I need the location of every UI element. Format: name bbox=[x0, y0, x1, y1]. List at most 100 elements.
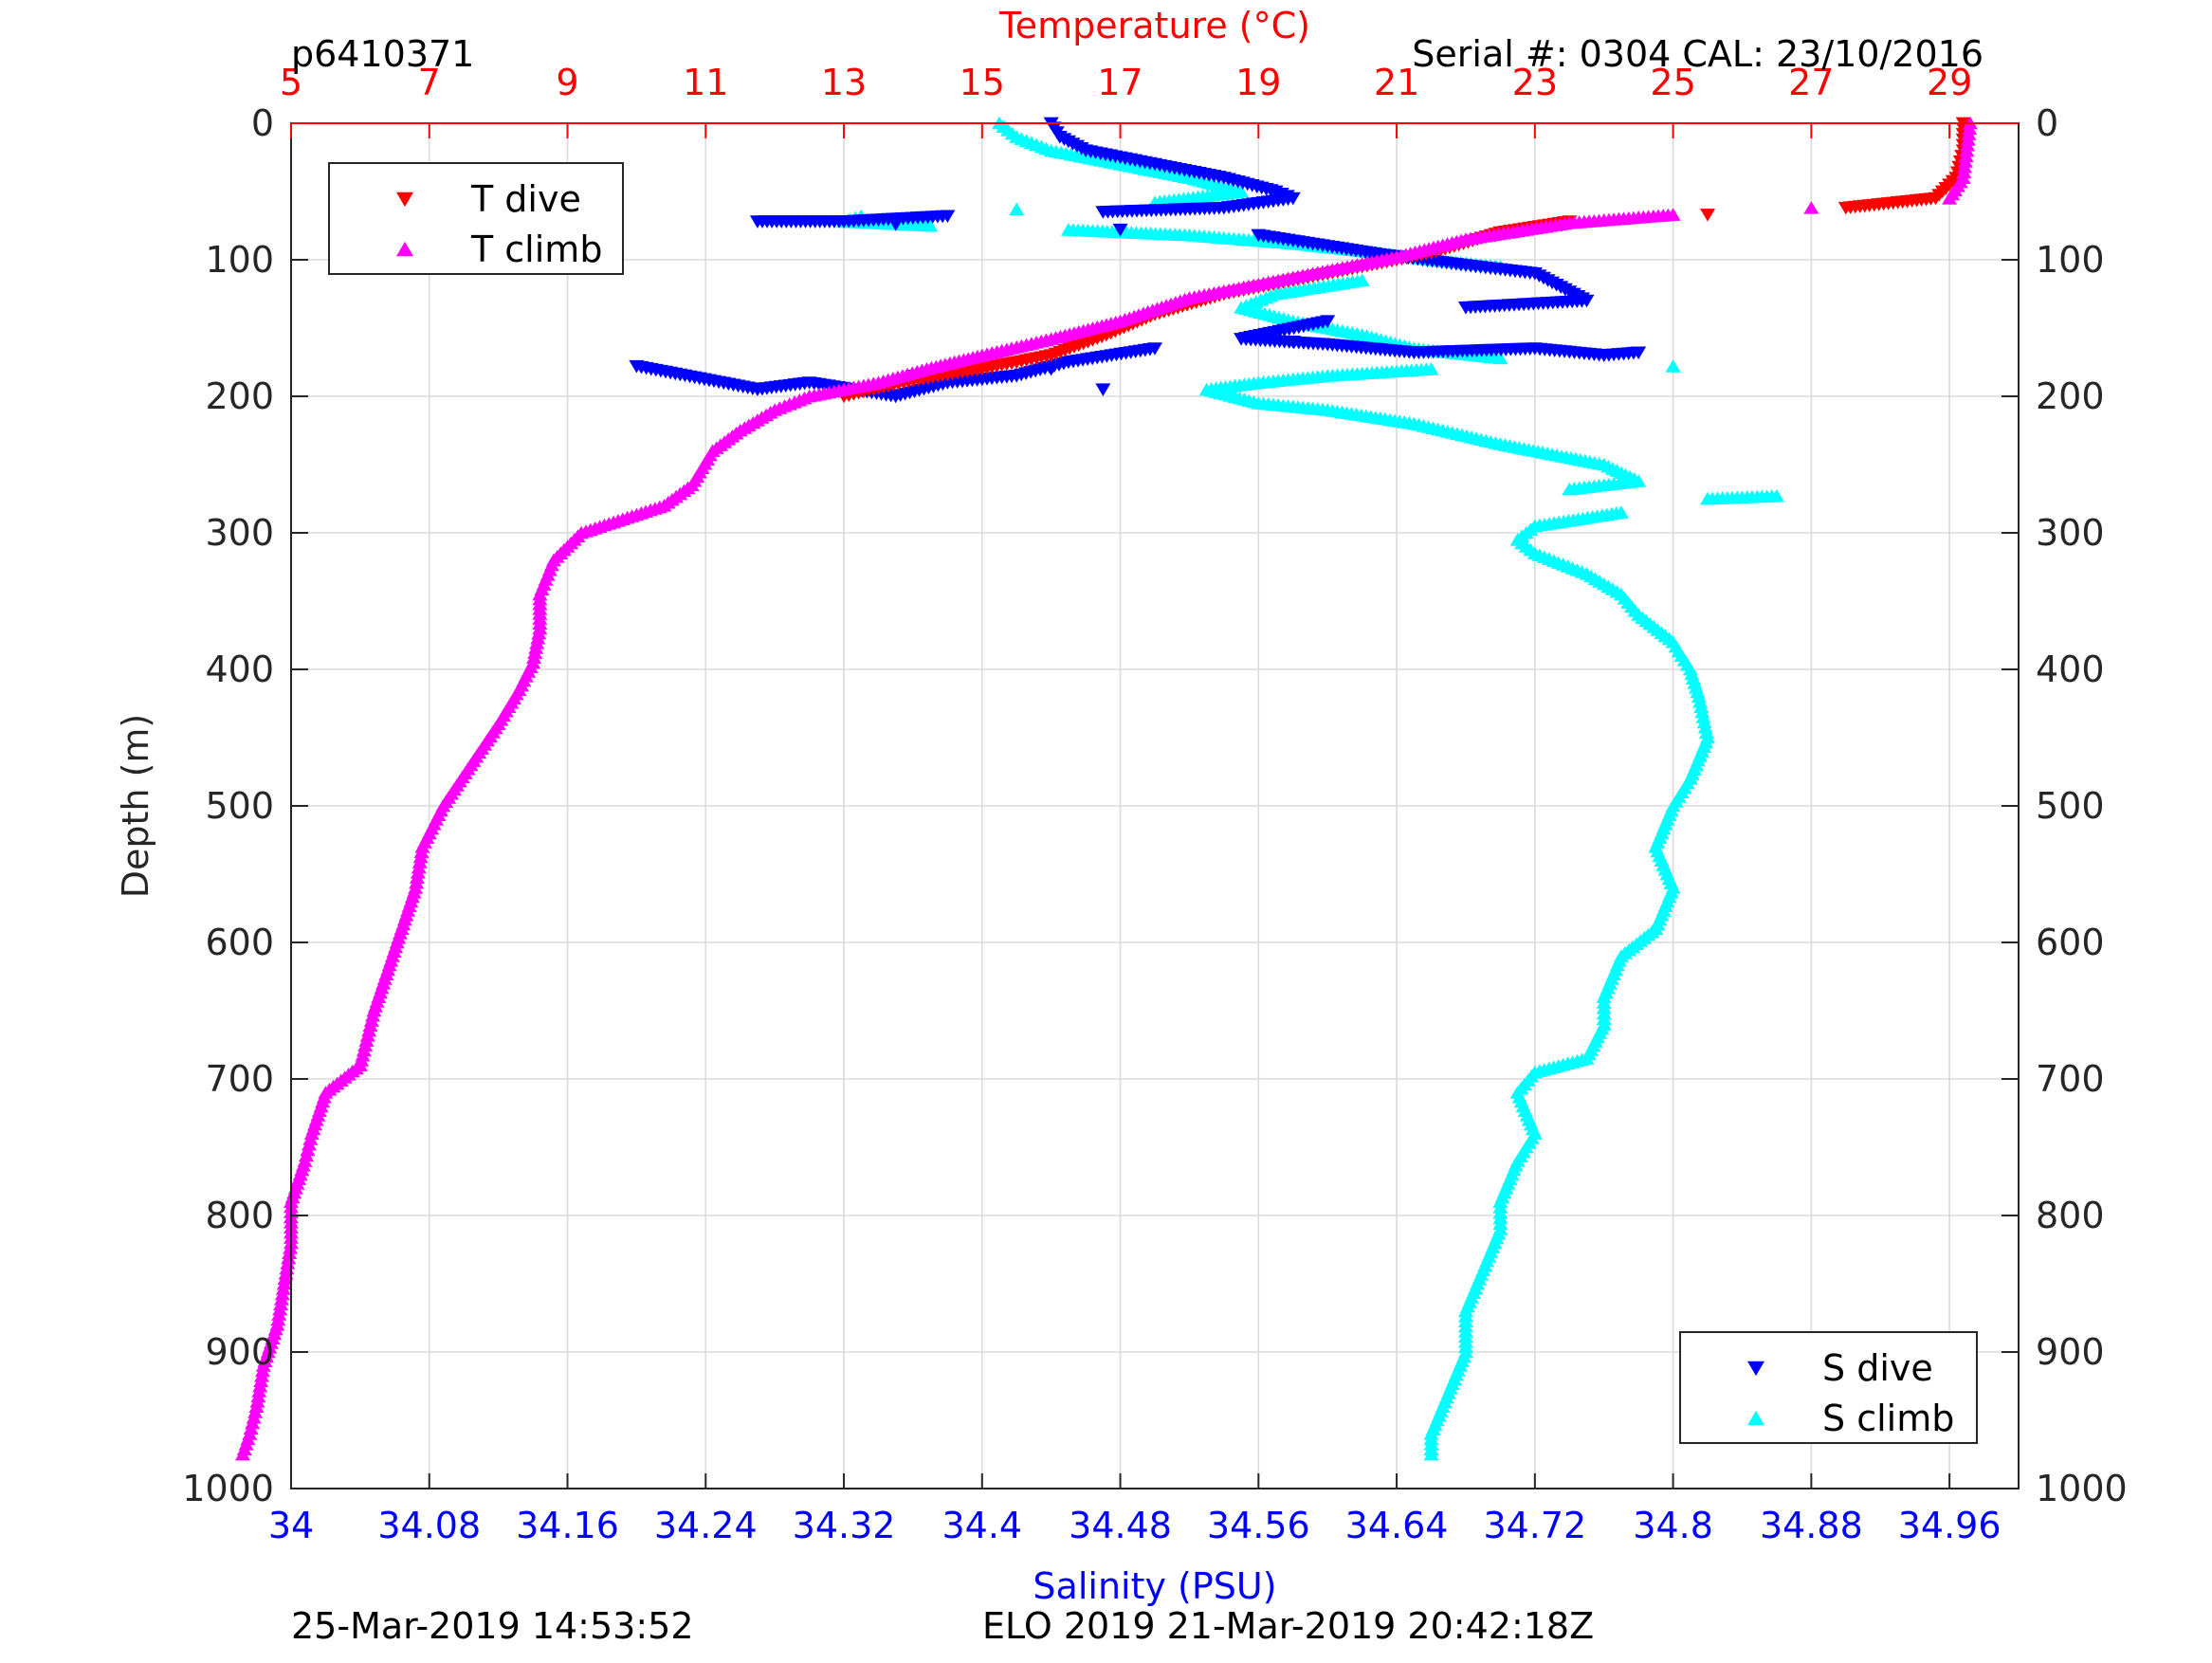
data-point bbox=[1959, 143, 1975, 157]
y-tick-label-right: 300 bbox=[2036, 512, 2105, 554]
data-marker bbox=[275, 1282, 291, 1295]
legend-box: T dive T climb bbox=[328, 162, 624, 275]
data-marker bbox=[1960, 133, 1976, 146]
legend-frame bbox=[1679, 1331, 1978, 1444]
data-point bbox=[1691, 689, 1707, 704]
data-point bbox=[1095, 206, 1111, 219]
data-marker bbox=[1962, 121, 1978, 136]
legend-marker bbox=[1747, 1361, 1764, 1377]
y-tick-label-right: 1000 bbox=[2036, 1468, 2128, 1509]
bottom-tick-label: 34.56 bbox=[1207, 1505, 1310, 1546]
data-point bbox=[1942, 192, 1958, 205]
legend-marker bbox=[396, 241, 413, 257]
top-axis-label: Temperature (°C) bbox=[998, 5, 1310, 46]
top-tick-label: 21 bbox=[1374, 62, 1419, 103]
bottom-tick-label: 34.96 bbox=[1898, 1505, 2002, 1546]
data-point bbox=[1285, 336, 1301, 349]
bottom-tick-label: 34.64 bbox=[1345, 1505, 1449, 1546]
data-marker bbox=[1957, 155, 1973, 168]
data-marker bbox=[1698, 725, 1714, 739]
bottom-tick-label: 34.72 bbox=[1483, 1505, 1586, 1546]
data-point bbox=[1631, 346, 1647, 360]
legend-entry: S dive bbox=[1822, 1347, 1933, 1389]
top-tick-label: 25 bbox=[1650, 62, 1695, 103]
data-marker bbox=[273, 1297, 289, 1310]
y-tick-label-left: 300 bbox=[205, 512, 274, 554]
data-marker bbox=[251, 1384, 267, 1398]
data-marker bbox=[1956, 165, 1972, 179]
y-tick-label-left: 400 bbox=[205, 649, 274, 690]
data-marker bbox=[411, 855, 428, 868]
top-tick-label: 7 bbox=[418, 62, 441, 103]
bottom-tick-label: 34.8 bbox=[1633, 1505, 1713, 1546]
data-point bbox=[923, 218, 939, 232]
y-tick-label-right: 700 bbox=[2036, 1058, 2105, 1100]
top-tick-label: 19 bbox=[1235, 62, 1281, 103]
legend-marker bbox=[1747, 1410, 1764, 1426]
y-tick-label-left: 900 bbox=[205, 1331, 274, 1373]
data-point bbox=[1423, 1447, 1439, 1461]
data-marker bbox=[281, 1251, 297, 1265]
plot-timestamp: 25-Mar-2019 14:53:52 bbox=[291, 1605, 694, 1647]
y-tick-label-left: 100 bbox=[205, 239, 274, 281]
y-tick-label-left: 1000 bbox=[182, 1468, 274, 1509]
profile-id: p6410371 bbox=[291, 33, 474, 75]
axes: 0 0 100 100 200 200 300 300 400 400 500 500 600 600 70… bbox=[182, 62, 2127, 1546]
bottom-tick-label: 34.4 bbox=[941, 1505, 1022, 1546]
data-point bbox=[414, 840, 430, 853]
data-marker bbox=[272, 1302, 288, 1316]
data-series bbox=[234, 116, 1978, 1461]
serial-calibration: Serial #: 0304 CAL: 23/10/2016 bbox=[1412, 33, 1983, 75]
data-point bbox=[1665, 359, 1681, 373]
data-marker bbox=[273, 1292, 289, 1306]
top-tick-label: 29 bbox=[1927, 62, 1972, 103]
data-point bbox=[887, 218, 904, 231]
bottom-axis-label: Salinity (PSU) bbox=[1033, 1565, 1276, 1607]
data-point bbox=[1768, 488, 1784, 503]
top-tick-label: 9 bbox=[556, 62, 578, 103]
data-marker bbox=[1696, 715, 1712, 729]
legend-marker bbox=[396, 192, 413, 208]
top-tick-label: 17 bbox=[1097, 62, 1143, 103]
data-marker bbox=[274, 1287, 290, 1301]
data-marker bbox=[411, 860, 427, 874]
top-tick-label: 13 bbox=[821, 62, 867, 103]
bottom-tick-label: 34.48 bbox=[1069, 1505, 1172, 1546]
y-tick-label-left: 700 bbox=[205, 1058, 274, 1100]
data-marker bbox=[252, 1379, 268, 1393]
bottom-tick-label: 34.32 bbox=[793, 1505, 896, 1546]
data-point bbox=[1492, 351, 1508, 365]
y-tick-label-right: 200 bbox=[2036, 375, 2105, 417]
data-point bbox=[276, 1276, 292, 1290]
y-tick-label-right: 600 bbox=[2036, 922, 2105, 963]
data-marker bbox=[1958, 149, 1974, 162]
top-tick-label: 11 bbox=[683, 62, 728, 103]
legends: T dive T climb S dive S climb bbox=[328, 162, 1978, 1444]
y-tick-label-right: 800 bbox=[2036, 1195, 2105, 1236]
bottom-tick-label: 34.08 bbox=[377, 1505, 481, 1546]
data-marker bbox=[271, 1307, 287, 1321]
y-tick-label-left: 200 bbox=[205, 375, 274, 417]
data-marker bbox=[413, 845, 430, 858]
data-marker bbox=[250, 1389, 266, 1403]
data-marker bbox=[410, 870, 426, 884]
data-marker bbox=[254, 1369, 270, 1382]
legend-box: S dive S climb bbox=[1679, 1331, 1978, 1444]
data-point bbox=[1009, 202, 1025, 216]
data-marker bbox=[278, 1267, 294, 1280]
top-tick-label: 23 bbox=[1512, 62, 1558, 103]
data-marker bbox=[270, 1312, 286, 1326]
data-point bbox=[1700, 209, 1716, 222]
bottom-tick-label: 34.16 bbox=[516, 1505, 619, 1546]
bottom-tick-label: 34 bbox=[268, 1505, 314, 1546]
data-marker bbox=[254, 1363, 270, 1378]
legend-entry: T dive bbox=[470, 178, 581, 220]
data-marker bbox=[1957, 159, 1973, 174]
data-marker bbox=[249, 1395, 265, 1408]
data-marker bbox=[1961, 127, 1977, 140]
data-marker bbox=[1697, 721, 1713, 734]
data-marker bbox=[1960, 137, 1976, 152]
data-point bbox=[1112, 223, 1128, 237]
data-marker bbox=[277, 1271, 293, 1285]
